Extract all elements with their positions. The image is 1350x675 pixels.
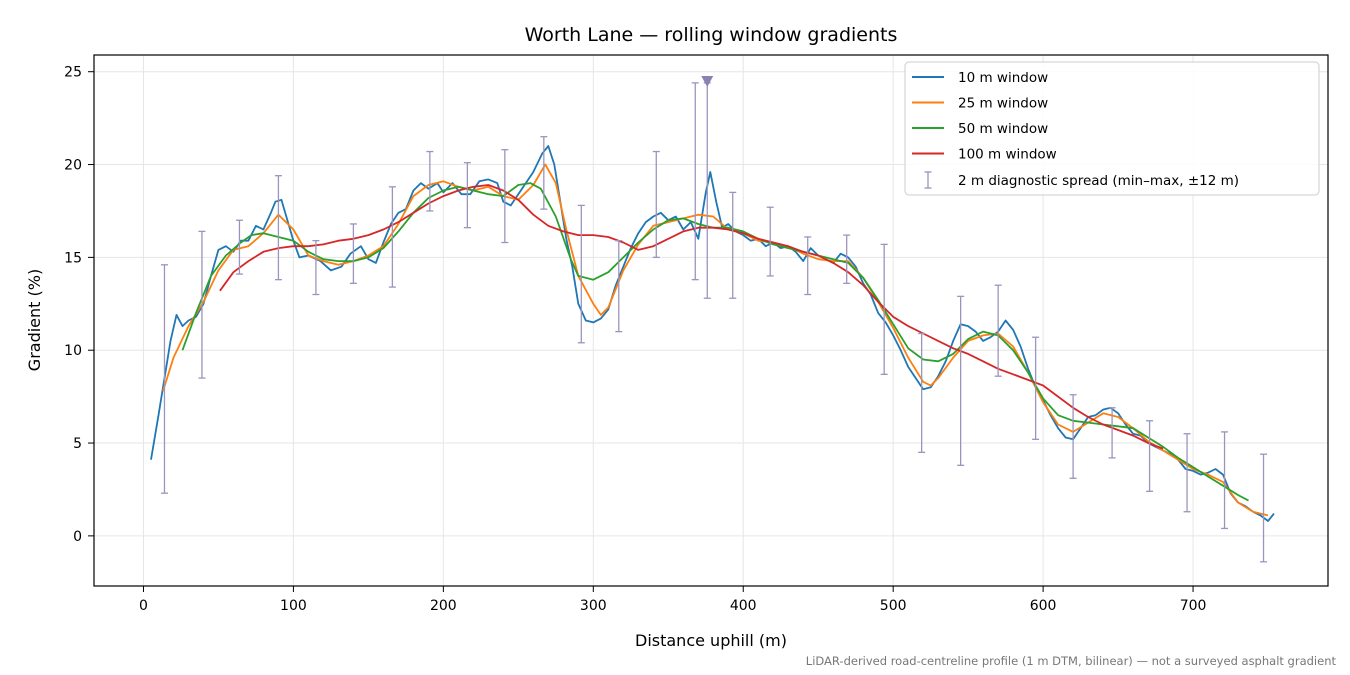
legend-swatch-errorbar bbox=[924, 171, 932, 189]
error-bar bbox=[349, 223, 357, 285]
y-tick-label: 5 bbox=[73, 436, 82, 452]
marker-layer bbox=[701, 75, 714, 87]
error-bar bbox=[501, 149, 509, 244]
x-tick-label: 400 bbox=[730, 598, 757, 614]
error-bar bbox=[918, 332, 926, 453]
x-axis: 0 100 200 300 400 500 600 700 bbox=[139, 586, 1206, 614]
y-axis: 0 5 10 15 20 25 bbox=[64, 65, 94, 545]
x-tick-label: 0 bbox=[139, 598, 148, 614]
legend-label-4: 100 m window bbox=[958, 147, 1057, 163]
x-axis-label: Distance uphill (m) bbox=[635, 631, 787, 650]
x-tick-label: 200 bbox=[430, 598, 457, 614]
chart-title: Worth Lane — rolling window gradients bbox=[525, 24, 898, 46]
legend-box bbox=[904, 61, 1320, 196]
x-tick-label: 100 bbox=[280, 598, 307, 614]
error-bar bbox=[235, 219, 243, 275]
error-bar bbox=[615, 240, 623, 333]
error-bar bbox=[540, 136, 548, 210]
error-bar bbox=[804, 236, 812, 296]
legend: 10 m window 25 m window 50 m window 100 m w… bbox=[904, 61, 1320, 196]
series-line-1 bbox=[150, 145, 1275, 522]
x-tick-label: 500 bbox=[880, 598, 907, 614]
error-bar bbox=[652, 150, 660, 259]
error-bar bbox=[312, 240, 320, 296]
y-tick-label: 25 bbox=[64, 65, 82, 81]
legend-label-2: 25 m window bbox=[958, 96, 1048, 112]
error-bar bbox=[994, 284, 1002, 377]
error-bar bbox=[1069, 394, 1077, 479]
error-bar bbox=[1221, 431, 1229, 530]
error-bar bbox=[729, 191, 737, 299]
error-bar bbox=[388, 186, 396, 288]
error-bar bbox=[843, 234, 851, 285]
error-bar bbox=[957, 295, 965, 466]
error-bar bbox=[160, 264, 168, 494]
y-tick-label: 0 bbox=[73, 529, 82, 545]
series-line-3 bbox=[181, 182, 1249, 502]
error-bar bbox=[426, 150, 434, 212]
error-bar bbox=[766, 206, 774, 277]
error-bar bbox=[198, 230, 206, 379]
legend-entries: 10 m window 25 m window 50 m window 100 m w… bbox=[912, 70, 1239, 189]
error-bar bbox=[1032, 336, 1040, 440]
peak-marker bbox=[701, 75, 714, 87]
legend-label-3: 50 m window bbox=[958, 121, 1048, 137]
error-bar bbox=[1183, 433, 1191, 513]
y-tick-label: 15 bbox=[64, 250, 82, 266]
x-tick-label: 300 bbox=[580, 598, 607, 614]
series-layer bbox=[150, 145, 1275, 522]
y-tick-label: 20 bbox=[64, 158, 82, 174]
error-bar bbox=[1108, 407, 1116, 459]
error-bar bbox=[577, 204, 585, 344]
error-bar bbox=[1260, 453, 1268, 563]
error-bar bbox=[463, 162, 471, 229]
plot-frame bbox=[93, 54, 1329, 587]
plot-area bbox=[150, 75, 1275, 563]
error-bar bbox=[1146, 420, 1154, 492]
series-line-4 bbox=[219, 184, 1164, 450]
x-tick-label: 700 bbox=[1180, 598, 1207, 614]
y-tick-label: 10 bbox=[64, 343, 82, 359]
y-axis-label: Gradient (%) bbox=[25, 269, 44, 371]
legend-label-1: 10 m window bbox=[958, 70, 1048, 86]
error-bar bbox=[274, 175, 282, 281]
error-bar bbox=[880, 243, 888, 375]
legend-label-errorbar: 2 m diagnostic spread (min–max, ±12 m) bbox=[958, 173, 1239, 189]
error-bar bbox=[691, 82, 699, 281]
footnote: LiDAR-derived road-centreline profile (1… bbox=[806, 654, 1337, 668]
errorbar-layer bbox=[160, 82, 1268, 563]
x-tick-label: 600 bbox=[1030, 598, 1057, 614]
